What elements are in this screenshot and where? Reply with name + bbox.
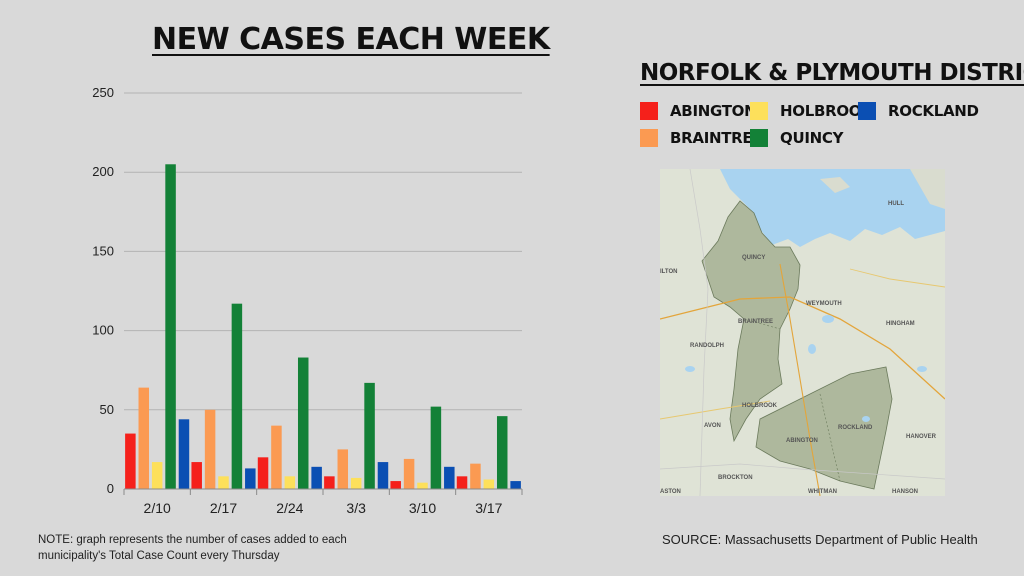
x-tick-label: 3/3 bbox=[346, 500, 366, 516]
source-text: SOURCE: Massachusetts Department of Publ… bbox=[662, 532, 978, 547]
legend-label-rockland: ROCKLAND bbox=[888, 102, 979, 120]
legend-label-holbrook: HOLBROOK bbox=[780, 102, 873, 120]
legend-label-quincy: QUINCY bbox=[780, 129, 844, 147]
map-label-hanson: HANSON bbox=[892, 489, 919, 495]
map-label-weymouth: WEYMOUTH bbox=[806, 301, 842, 307]
map-label-avon: AVON bbox=[704, 423, 721, 429]
map-label-milton: ILTON bbox=[660, 269, 678, 275]
bar-holbrook-3-10 bbox=[417, 482, 428, 489]
bar-rockland-2-10 bbox=[178, 419, 190, 489]
map-label-easton: ASTON bbox=[660, 489, 681, 495]
legend-swatch-rockland bbox=[858, 102, 876, 120]
bar-holbrook-3-3 bbox=[350, 477, 362, 489]
bar-quincy-3-10 bbox=[430, 406, 442, 489]
y-tick-label: 150 bbox=[92, 243, 114, 258]
y-tick-label: 100 bbox=[92, 323, 114, 338]
x-tick-label: 3/17 bbox=[475, 500, 502, 516]
legend-label-abington: ABINGTON bbox=[670, 102, 757, 120]
bar-rockland-2-24 bbox=[311, 466, 322, 489]
map-label-hingham: HINGHAM bbox=[886, 321, 915, 327]
y-axis: 0 50 100 150 200 250 bbox=[92, 85, 114, 496]
legend-swatch-holbrook bbox=[750, 102, 768, 120]
bar-quincy-3-3 bbox=[364, 382, 375, 489]
map-label-holbrook: HOLBROOK bbox=[742, 403, 777, 409]
map-label-randolph: RANDOLPH bbox=[690, 343, 724, 349]
map-label-quincy: QUINCY bbox=[742, 255, 766, 261]
bar-braintree-2-24 bbox=[271, 425, 282, 489]
legend-swatch-abington bbox=[640, 102, 658, 120]
legend-item-holbrook: HOLBROOK bbox=[750, 102, 873, 120]
bar-rockland-3-3 bbox=[377, 462, 389, 489]
legend: ABINGTON HOLBROOK ROCKLAND BRAINTREE QUI… bbox=[640, 102, 979, 152]
gridlines bbox=[124, 92, 522, 411]
map-label-hanover: HANOVER bbox=[906, 434, 937, 440]
bar-abington-2-24 bbox=[257, 457, 269, 489]
bar-braintree-2-10 bbox=[138, 387, 150, 489]
map-label-brockton: BROCKTON bbox=[718, 475, 753, 481]
bar-holbrook-2-17 bbox=[218, 476, 229, 489]
bar-rockland-3-17 bbox=[510, 481, 521, 489]
bar-braintree-3-10 bbox=[403, 458, 415, 489]
bar-braintree-3-17 bbox=[470, 463, 481, 489]
map-graphic bbox=[660, 169, 945, 496]
bar-quincy-2-17 bbox=[231, 303, 243, 489]
y-tick-label: 50 bbox=[100, 402, 114, 417]
x-tick-label: 2/10 bbox=[144, 500, 171, 516]
bars bbox=[125, 164, 521, 489]
legend-swatch-quincy bbox=[750, 129, 768, 147]
map-label-whitman: WHITMAN bbox=[808, 489, 837, 495]
x-axis: 2/10 2/17 2/24 3/3 3/10 3/17 bbox=[123, 488, 523, 516]
legend-label-braintree: BRAINTREE bbox=[670, 129, 763, 147]
bar-holbrook-3-17 bbox=[483, 479, 495, 489]
bar-abington-3-3 bbox=[324, 476, 335, 489]
district-map: QUINCY WEYMOUTH BRAINTREE HINGHAM RANDOL… bbox=[660, 169, 945, 496]
map-label-abington: ABINGTON bbox=[786, 438, 818, 444]
bar-holbrook-2-24 bbox=[284, 476, 296, 489]
legend-swatch-braintree bbox=[640, 129, 658, 147]
bar-abington-3-10 bbox=[390, 481, 401, 489]
x-tick-label: 3/10 bbox=[409, 500, 436, 516]
x-tick-label: 2/24 bbox=[276, 500, 303, 516]
bar-quincy-2-10 bbox=[165, 164, 176, 489]
bar-abington-2-10 bbox=[125, 433, 136, 489]
bar-braintree-2-17 bbox=[204, 409, 216, 489]
bar-abington-3-17 bbox=[456, 476, 468, 489]
legend-item-braintree: BRAINTREE bbox=[640, 129, 763, 147]
y-tick-label: 0 bbox=[107, 481, 114, 496]
map-label-braintree: BRAINTREE bbox=[738, 319, 774, 325]
bar-braintree-3-3 bbox=[337, 449, 349, 489]
note-text: NOTE: graph represents the number of cas… bbox=[38, 534, 347, 562]
bar-rockland-2-17 bbox=[245, 468, 256, 489]
bar-holbrook-2-10 bbox=[151, 462, 163, 489]
district-title: NORFOLK & PLYMOUTH DISTRICT bbox=[640, 60, 1024, 86]
legend-item-rockland: ROCKLAND bbox=[858, 102, 979, 120]
bar-chart: 0 50 100 150 200 250 2/10 2/17 2/24 3/3 3/10 3/17 bbox=[92, 85, 523, 516]
y-tick-label: 200 bbox=[92, 164, 114, 179]
bar-quincy-3-17 bbox=[496, 416, 508, 489]
x-tick-label: 2/17 bbox=[210, 500, 237, 516]
bar-abington-2-17 bbox=[191, 462, 202, 489]
bar-rockland-3-10 bbox=[444, 466, 455, 489]
y-tick-label: 250 bbox=[92, 85, 114, 100]
legend-item-quincy: QUINCY bbox=[750, 129, 843, 147]
bar-quincy-2-24 bbox=[297, 357, 309, 489]
map-label-rockland: ROCKLAND bbox=[838, 425, 873, 431]
legend-item-abington: ABINGTON bbox=[640, 102, 757, 120]
map-label-hull: HULL bbox=[888, 201, 904, 207]
